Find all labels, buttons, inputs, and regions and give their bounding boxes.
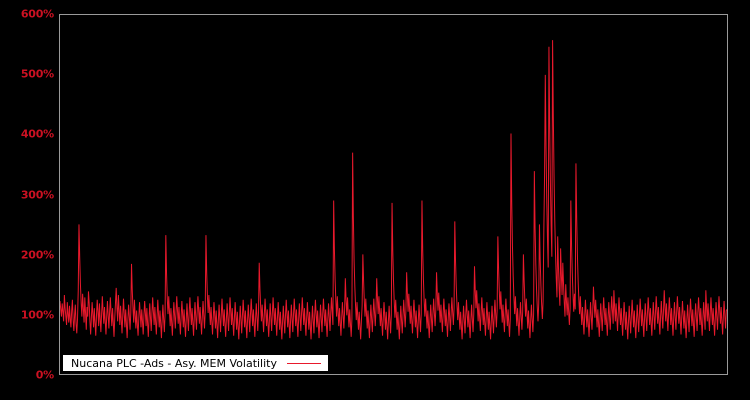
legend-color-swatch xyxy=(287,362,321,364)
y-axis: 0% 100% 200% 300% 400% 500% 600% xyxy=(0,0,54,400)
y-axis-tick-label: 600% xyxy=(20,7,54,21)
plot-area xyxy=(59,14,728,375)
y-axis-tick-label: 400% xyxy=(20,127,54,141)
y-axis-tick-label: 300% xyxy=(20,188,54,201)
series-line-volatility xyxy=(60,40,727,339)
y-axis-tick-label: 200% xyxy=(20,248,54,262)
y-axis-tick-label: 0% xyxy=(35,368,54,382)
legend-entry-label: Nucana PLC -Ads - Asy. MEM Volatility xyxy=(71,356,277,370)
legend: Nucana PLC -Ads - Asy. MEM Volatility xyxy=(63,355,328,371)
series-canvas xyxy=(60,15,727,374)
y-axis-tick-label: 500% xyxy=(20,67,54,81)
y-axis-tick-label: 100% xyxy=(20,308,54,322)
